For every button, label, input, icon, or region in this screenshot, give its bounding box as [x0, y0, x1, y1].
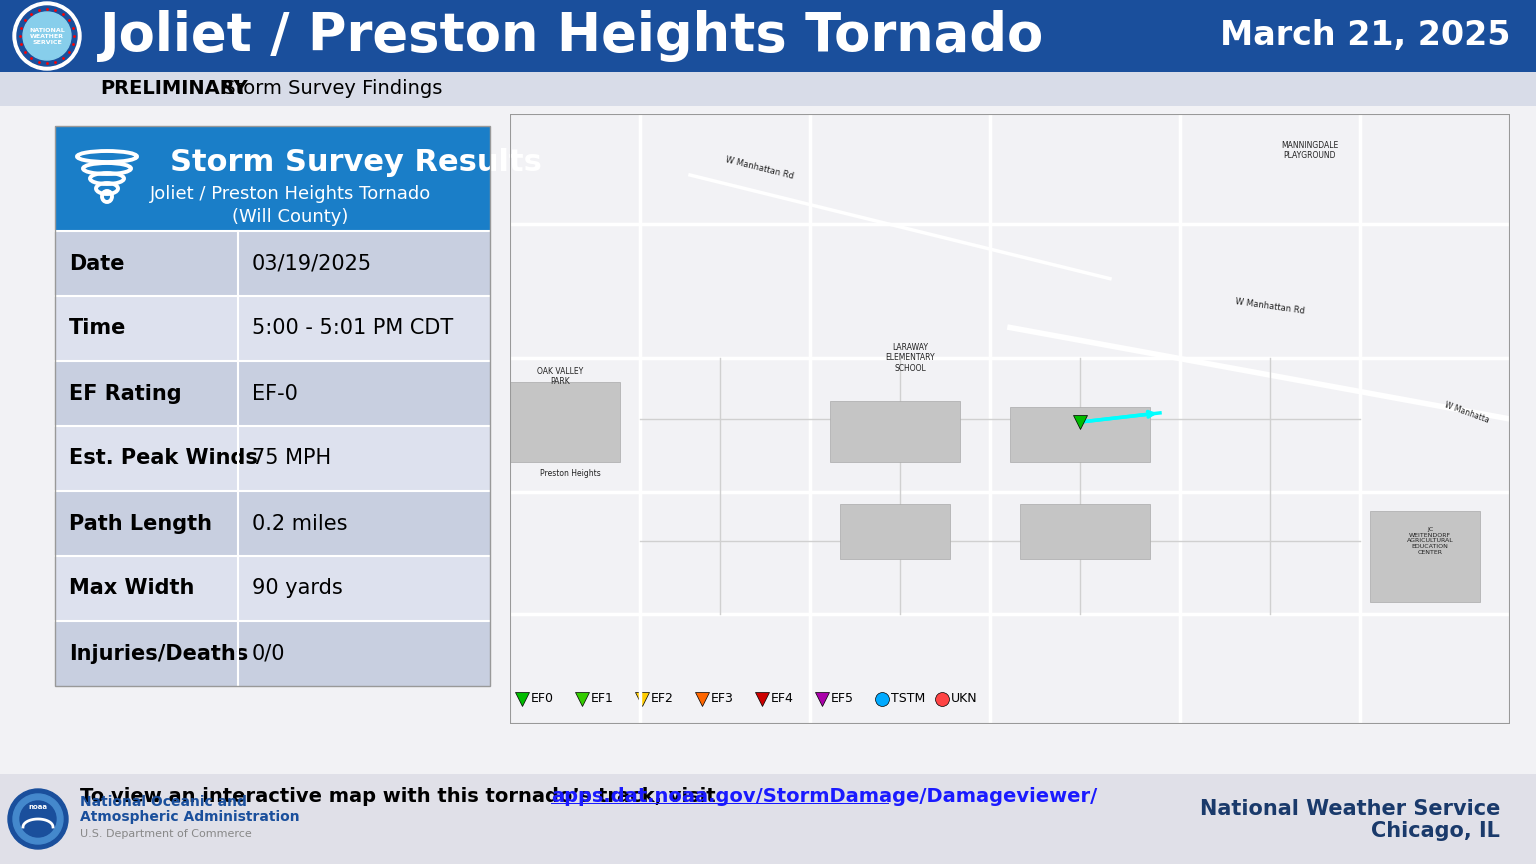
Text: Injuries/Deaths: Injuries/Deaths	[69, 644, 249, 664]
Text: National Oceanic and: National Oceanic and	[80, 795, 247, 809]
Text: W Manhattan Rd: W Manhattan Rd	[725, 156, 796, 181]
Circle shape	[20, 801, 55, 837]
Text: March 21, 2025: March 21, 2025	[1220, 20, 1510, 53]
Text: W Manhatta: W Manhatta	[1442, 401, 1490, 425]
Circle shape	[12, 794, 63, 844]
Text: 75 MPH: 75 MPH	[252, 448, 330, 468]
Bar	[55, 621, 490, 686]
Text: OAK VALLEY
PARK: OAK VALLEY PARK	[538, 366, 584, 386]
Text: EF5: EF5	[831, 693, 854, 706]
Bar	[510, 383, 621, 461]
Text: Storm Survey Results: Storm Survey Results	[170, 149, 542, 177]
Text: Chicago, IL: Chicago, IL	[1372, 821, 1501, 841]
Text: JC
WEITENDORF
AGRICULTURAL
EDUCATION
CENTER: JC WEITENDORF AGRICULTURAL EDUCATION CEN…	[1407, 527, 1453, 555]
Text: EF4: EF4	[771, 693, 794, 706]
Text: Preston Heights: Preston Heights	[541, 469, 601, 479]
Text: Path Length: Path Length	[69, 513, 212, 533]
Text: Max Width: Max Width	[69, 579, 195, 599]
Text: 03/19/2025: 03/19/2025	[252, 253, 372, 274]
Text: Date: Date	[69, 253, 124, 274]
Text: EF Rating: EF Rating	[69, 384, 181, 403]
Text: EF1: EF1	[591, 693, 614, 706]
Text: Atmospheric Administration: Atmospheric Administration	[80, 810, 300, 824]
Circle shape	[12, 2, 81, 70]
Text: EF-0: EF-0	[252, 384, 298, 403]
Text: Storm Survey Findings: Storm Survey Findings	[217, 79, 442, 98]
Bar	[55, 491, 490, 556]
Bar	[1011, 407, 1150, 461]
Text: EF3: EF3	[711, 693, 734, 706]
Text: 0/0: 0/0	[252, 644, 286, 664]
Bar	[55, 126, 490, 686]
Text: W Manhattan Rd: W Manhattan Rd	[1235, 296, 1306, 315]
Text: UKN: UKN	[951, 693, 977, 706]
Text: NATIONAL: NATIONAL	[29, 28, 65, 33]
Bar	[55, 361, 490, 426]
Text: 0.2 miles: 0.2 miles	[252, 513, 347, 533]
Text: MANNINGDALE
PLAYGROUND: MANNINGDALE PLAYGROUND	[1281, 141, 1339, 161]
Text: To view an interactive map with this tornado’s track, visit: To view an interactive map with this tor…	[80, 786, 722, 805]
Text: (Will County): (Will County)	[232, 208, 349, 226]
Circle shape	[17, 6, 77, 66]
Text: Joliet / Preston Heights Tornado: Joliet / Preston Heights Tornado	[100, 10, 1044, 62]
Text: Time: Time	[69, 319, 126, 339]
Text: Joliet / Preston Heights Tornado: Joliet / Preston Heights Tornado	[151, 185, 432, 203]
Text: EF0: EF0	[531, 693, 554, 706]
Bar	[0, 106, 1536, 774]
Text: noaa: noaa	[29, 804, 48, 810]
Bar	[0, 72, 1536, 106]
Text: PRELIMINARY: PRELIMINARY	[100, 79, 247, 98]
Bar	[551, 803, 888, 804]
Circle shape	[8, 789, 68, 849]
Text: National Weather Service: National Weather Service	[1200, 799, 1501, 819]
Bar	[55, 556, 490, 621]
Text: U.S. Department of Commerce: U.S. Department of Commerce	[80, 829, 252, 839]
Bar	[840, 505, 949, 559]
Bar	[0, 774, 1536, 864]
Text: Est. Peak Winds: Est. Peak Winds	[69, 448, 258, 468]
Circle shape	[23, 12, 71, 60]
Bar	[0, 0, 1536, 72]
Text: EF2: EF2	[651, 693, 674, 706]
Text: apps.dat.noaa.gov/StormDamage/Damageviewer/: apps.dat.noaa.gov/StormDamage/Damageview…	[551, 786, 1097, 805]
Text: 90 yards: 90 yards	[252, 579, 343, 599]
Text: 5:00 - 5:01 PM CDT: 5:00 - 5:01 PM CDT	[252, 319, 453, 339]
Text: WEATHER: WEATHER	[31, 34, 65, 39]
Bar	[829, 401, 960, 461]
Bar	[55, 296, 490, 361]
Bar	[55, 426, 490, 491]
Bar	[55, 231, 490, 296]
Bar	[55, 126, 490, 231]
Text: TSTM: TSTM	[891, 693, 925, 706]
Bar	[1370, 511, 1481, 602]
Text: LARAWAY
ELEMENTARY
SCHOOL: LARAWAY ELEMENTARY SCHOOL	[885, 343, 935, 373]
Bar	[1020, 505, 1150, 559]
Text: SERVICE: SERVICE	[32, 40, 61, 45]
